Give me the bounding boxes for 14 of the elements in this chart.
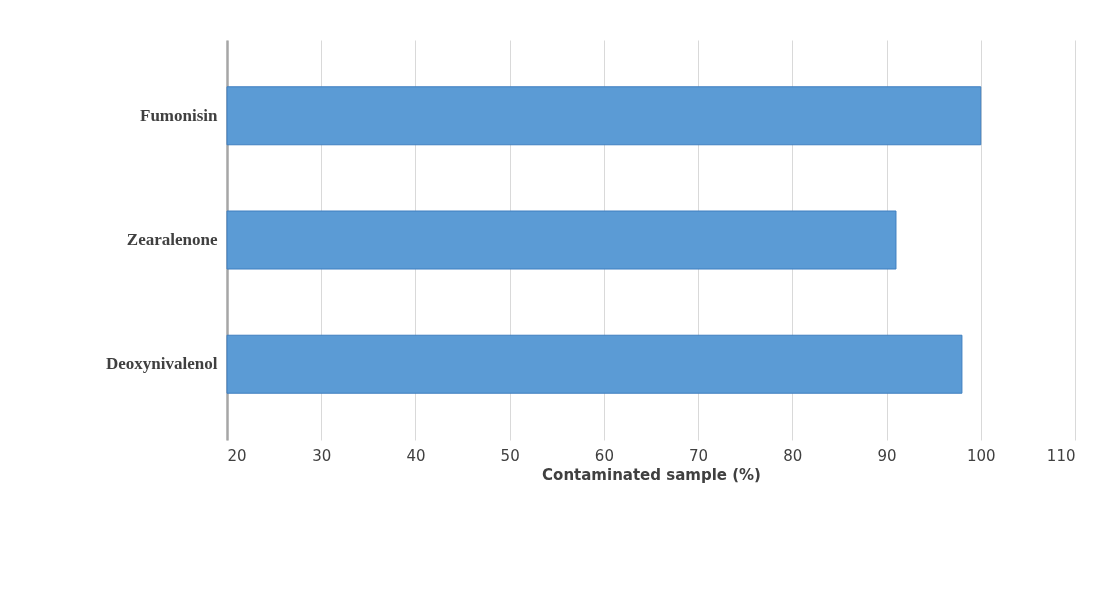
y-tick-label: Zearalenone [126, 230, 218, 249]
y-tick-label: Fumonisin [140, 105, 219, 125]
x-tick-label: 80 [783, 446, 803, 465]
x-tick-label: 110 [1046, 446, 1076, 465]
x-tick-label: 20 [227, 446, 247, 465]
x-tick-label: 100 [966, 446, 996, 465]
x-tick-label: 50 [500, 446, 520, 465]
x-tick-label: 30 [312, 446, 332, 465]
x-tick-label: 60 [594, 446, 614, 465]
x-axis-title: Contaminated sample (%) [542, 465, 761, 484]
y-tick-label: Deoxynivalenol [106, 354, 218, 374]
x-tick-label: 70 [689, 446, 709, 465]
x-tick-label: 40 [406, 446, 426, 465]
x-tick-label: 90 [877, 446, 897, 465]
